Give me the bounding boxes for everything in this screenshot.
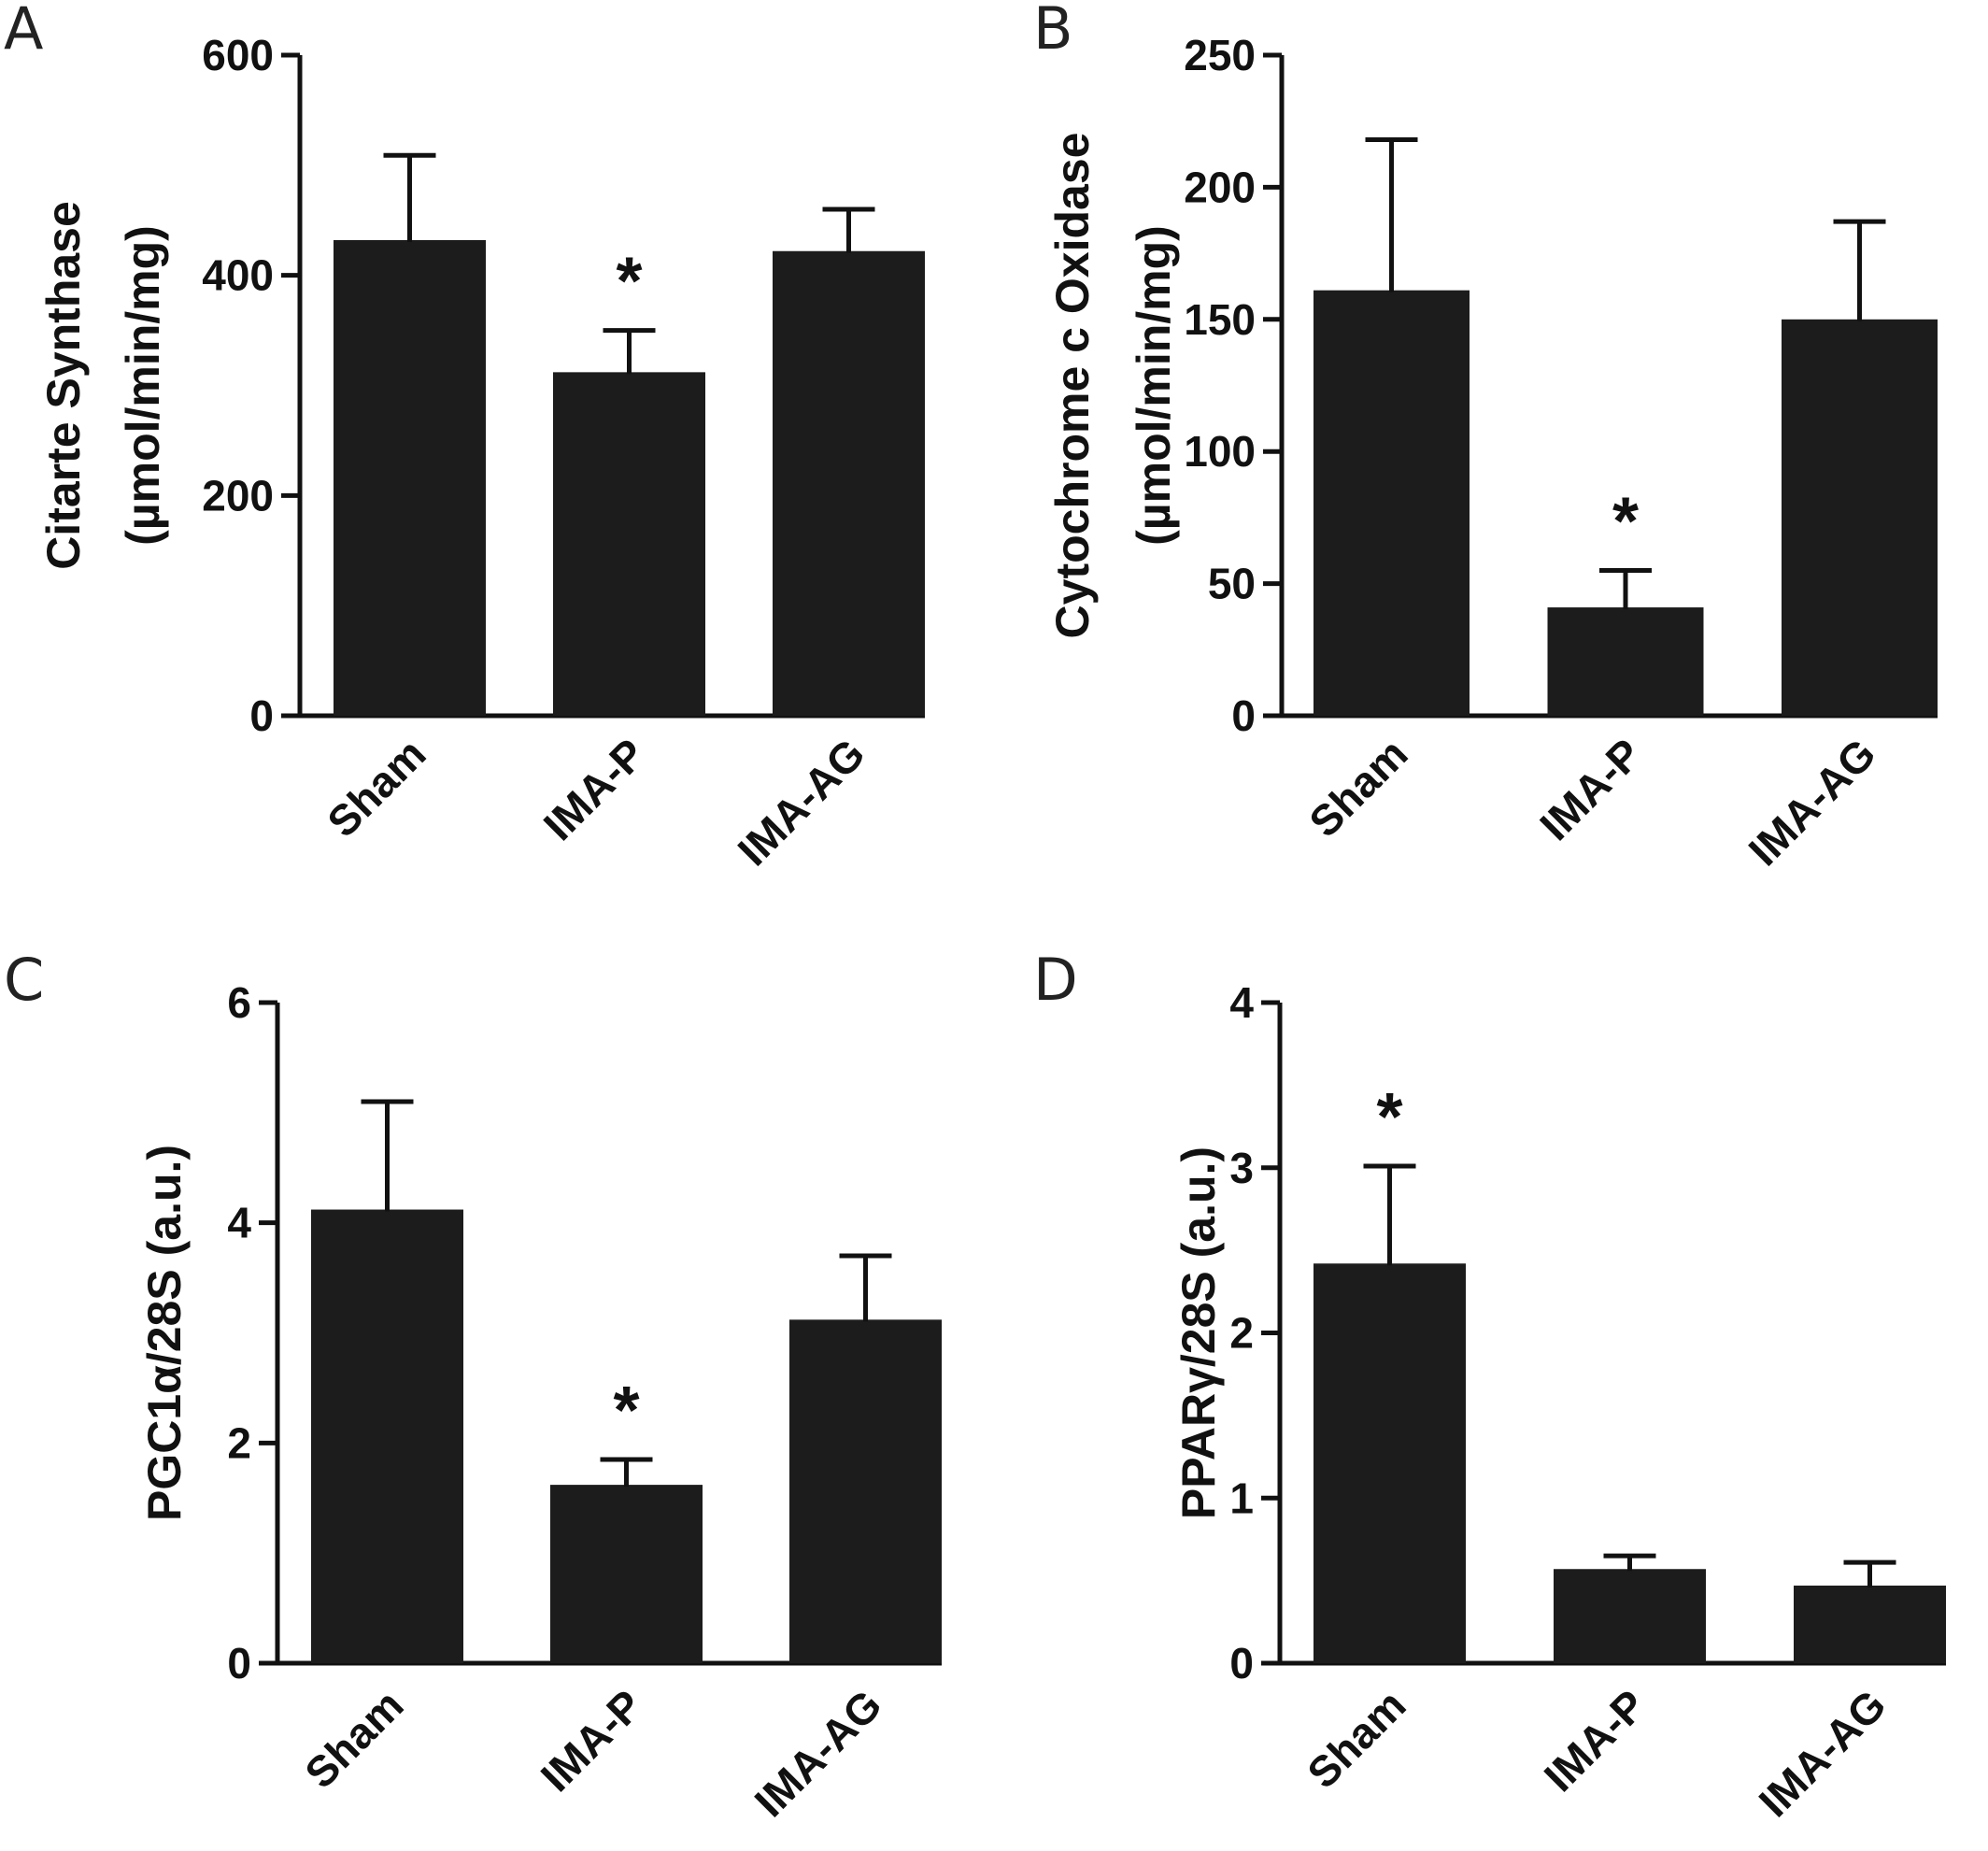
panel-d-y-tick-label: 0 — [1229, 1639, 1254, 1687]
panel-d-bar — [1554, 1569, 1706, 1663]
panel-b-y-tick-label: 100 — [1184, 427, 1256, 476]
panel-a-category-label: IMA-P — [534, 729, 655, 849]
panel-b-category-label: Sham — [1299, 729, 1416, 846]
panel-c-category-label: Sham — [295, 1680, 412, 1797]
panel-a-significance-star: * — [616, 245, 642, 320]
panel-b-error-bar — [1833, 219, 1886, 321]
panel-c-error-bar — [600, 1457, 653, 1488]
panel-c-category-label: IMA-AG — [746, 1680, 891, 1826]
panel-c-bar — [550, 1485, 703, 1663]
panel-a-chart: A 0 200 400 600 Citarte Synthase (µmol/min/mg)… — [4, 0, 925, 875]
panel-b-y-tick-label: 0 — [1231, 691, 1256, 740]
panel-b-y-tick-label: 200 — [1184, 163, 1256, 211]
panel-d-category-label: Sham — [1298, 1680, 1414, 1797]
panel-c-error-bar — [361, 1099, 414, 1212]
panel-c-y-tick-label: 0 — [227, 1639, 251, 1687]
panel-d-category-label: IMA-P — [1535, 1680, 1655, 1801]
panel-d-y-tick-label: 4 — [1229, 978, 1254, 1027]
panel-a-y-tick-label: 0 — [249, 691, 274, 740]
panel-d-y-axis-title: PPARγ/28S (a.u.) — [1172, 1146, 1225, 1519]
panel-d-y-tick-label: 1 — [1229, 1474, 1254, 1522]
panel-a-y-axis-title: Citarte Synthase — [37, 201, 90, 570]
panel-c-significance-star: * — [613, 1374, 639, 1448]
panel-a-error-bar — [603, 328, 656, 375]
panel-c-error-bar — [839, 1253, 892, 1322]
panel-a-y-tick-label: 200 — [202, 471, 274, 520]
panel-c-y-axis-title: PGC1α/28S (a.u.) — [138, 1145, 191, 1521]
panel-d-error-bar — [1363, 1163, 1416, 1266]
panel-d-chart: D 0 1 2 3 4 PPARγ/28S (a.u.) * Sham IMA-P IMA-AG — [1033, 946, 1946, 1826]
panel-c-y-tick-label: 4 — [227, 1199, 251, 1247]
panel-c-bar — [789, 1319, 942, 1663]
panel-a-bar — [334, 239, 486, 716]
panel-b-significance-star: * — [1612, 484, 1639, 559]
panel-d-y-tick-label: 2 — [1229, 1309, 1254, 1358]
panel-b-chart: B 0 50 100 150 200 250 Cytochrome c Oxidase (µmo… — [1033, 0, 1938, 875]
panel-a-letter: A — [4, 0, 43, 63]
panel-a-category-label: IMA-AG — [729, 729, 874, 875]
panel-a-error-bar — [383, 152, 436, 242]
panel-b-y-axis-title: (µmol/min/mg) — [1128, 225, 1180, 546]
panel-c-letter: C — [4, 946, 44, 1014]
panel-a-y-tick-label: 400 — [202, 251, 274, 300]
panel-d-y-tick-label: 3 — [1229, 1144, 1254, 1192]
panel-d-bar — [1794, 1585, 1946, 1663]
panel-a-error-bar — [822, 206, 875, 253]
panel-b-y-tick-label: 250 — [1184, 31, 1256, 79]
panel-c-category-label: IMA-P — [532, 1680, 652, 1801]
panel-b-error-bar — [1599, 567, 1652, 610]
panel-b-y-tick-label: 150 — [1184, 295, 1256, 344]
panel-d-category-label: IMA-AG — [1750, 1680, 1896, 1826]
panel-a-category-label: Sham — [318, 729, 434, 846]
panel-a-y-tick-label: 600 — [202, 31, 274, 79]
panel-c-bar — [311, 1209, 463, 1663]
panel-b-bar — [1547, 607, 1704, 716]
panel-d-error-bar — [1603, 1553, 1656, 1572]
panel-b-bar — [1782, 319, 1938, 716]
panel-b-error-bar — [1365, 136, 1418, 292]
panel-b-y-axis-title: Cytochrome c Oxidase — [1046, 133, 1099, 639]
panel-d-error-bar — [1843, 1559, 1896, 1588]
panel-b-y-tick-label: 50 — [1208, 560, 1256, 608]
panel-d-letter: D — [1033, 946, 1078, 1014]
panel-b-category-label: IMA-P — [1530, 729, 1651, 849]
panel-b-letter: B — [1033, 0, 1073, 63]
panel-a-bar — [553, 372, 705, 716]
panel-b-category-label: IMA-AG — [1740, 729, 1885, 875]
panel-c-y-tick-label: 6 — [227, 978, 251, 1027]
panel-b-bar — [1314, 290, 1470, 716]
panel-a-bar — [773, 250, 925, 716]
panel-c-y-tick-label: 2 — [227, 1418, 251, 1467]
panel-a-y-axis-title: (µmol/min/mg) — [117, 225, 169, 546]
panel-c-chart: C 0 2 4 6 PGC1α/28S (a.u.) Sham * IMA-P IMA-AG — [4, 946, 942, 1826]
panel-d-bar — [1314, 1263, 1466, 1663]
panel-d-significance-star: * — [1376, 1080, 1402, 1155]
